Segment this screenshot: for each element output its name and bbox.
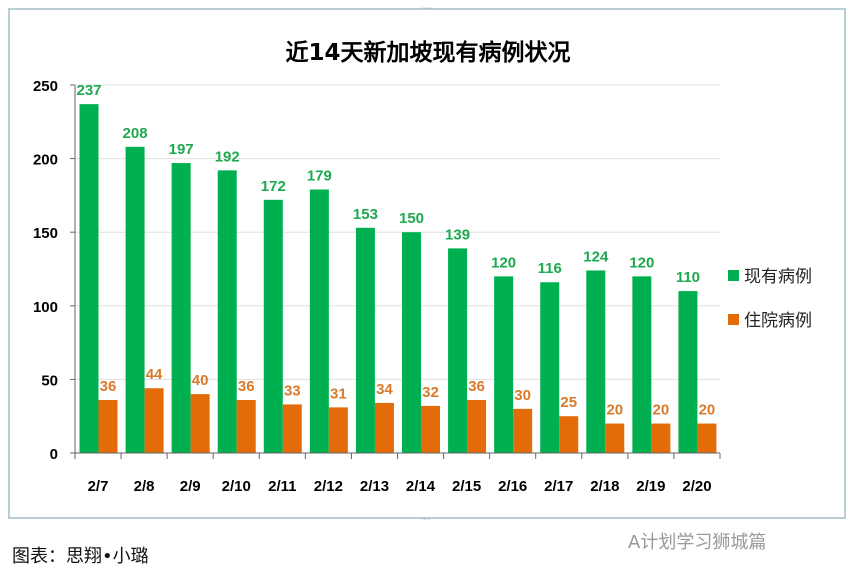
- data-label: 153: [353, 206, 378, 223]
- bar-hospitalized: [282, 404, 302, 453]
- data-label: 208: [123, 125, 148, 142]
- bar-hospitalized: [374, 402, 394, 453]
- y-tick-label: 250: [33, 78, 58, 95]
- data-label: 32: [422, 384, 439, 401]
- data-label: 20: [606, 402, 623, 419]
- bar-active: [540, 282, 560, 453]
- data-label: 120: [629, 254, 654, 271]
- y-tick-label: 50: [41, 372, 58, 389]
- data-label: 179: [307, 168, 332, 185]
- bar-hospitalized: [605, 423, 625, 453]
- data-label: 36: [100, 378, 117, 395]
- bar-active: [402, 232, 421, 453]
- data-label: 44: [146, 366, 163, 383]
- bar-hospitalized: [98, 400, 118, 453]
- bar-active: [263, 199, 283, 453]
- bar-active: [632, 276, 652, 453]
- x-tick-label: 2/17: [544, 478, 573, 495]
- bar-hospitalized: [559, 416, 579, 453]
- x-tick-label: 2/9: [180, 478, 201, 495]
- bar-hospitalized: [697, 423, 717, 453]
- x-tick-label: 2/20: [682, 478, 711, 495]
- bar-active: [309, 189, 329, 453]
- legend-label: 现有病例: [744, 267, 812, 287]
- bar-active: [586, 270, 606, 453]
- caption: 图表：思翔•小璐: [12, 546, 149, 567]
- bar-hospitalized: [513, 408, 533, 453]
- x-tick-label: 2/16: [498, 478, 527, 495]
- bar-active: [79, 104, 99, 454]
- bar-active: [678, 291, 698, 453]
- data-label: 25: [560, 394, 577, 411]
- y-tick-label: 0: [50, 446, 58, 463]
- data-label: 172: [261, 178, 286, 195]
- data-label: 110: [676, 269, 700, 286]
- data-label: 120: [491, 254, 516, 271]
- legend-label: 住院病例: [744, 311, 812, 331]
- data-label: 124: [583, 248, 609, 265]
- bar-active: [355, 227, 375, 453]
- x-tick-label: 2/12: [314, 478, 343, 495]
- data-label: 20: [699, 402, 716, 419]
- data-label: 34: [376, 381, 393, 398]
- data-label: 20: [653, 402, 670, 419]
- data-label: 40: [192, 372, 209, 389]
- y-tick-label: 100: [33, 299, 58, 316]
- data-label: 237: [76, 82, 101, 99]
- data-label: 33: [284, 382, 301, 399]
- bar-active: [217, 170, 237, 453]
- bar-active: [171, 163, 191, 454]
- data-label: 139: [445, 226, 470, 243]
- y-tick-label: 200: [33, 152, 58, 169]
- bar-hospitalized: [421, 405, 440, 453]
- bar-hospitalized: [328, 407, 348, 453]
- data-label: 116: [538, 260, 562, 277]
- bar-active: [125, 146, 145, 453]
- x-tick-label: 2/7: [88, 478, 109, 495]
- bar-hospitalized: [651, 423, 671, 453]
- x-tick-label: 2/11: [268, 478, 296, 495]
- resize-handle-top[interactable]: ····: [421, 4, 432, 13]
- x-tick-label: 2/8: [134, 478, 155, 495]
- chart-frame: [8, 8, 846, 519]
- legend-swatch: [728, 314, 739, 325]
- data-label: 150: [399, 210, 424, 227]
- data-label: 31: [330, 385, 347, 402]
- chart-title: 近14天新加坡现有病例状况: [285, 39, 570, 66]
- y-tick-label: 150: [33, 225, 58, 242]
- x-tick-label: 2/14: [406, 478, 436, 495]
- resize-handle-bottom[interactable]: ····: [421, 515, 432, 524]
- bar-hospitalized: [236, 400, 256, 453]
- data-label: 36: [238, 378, 255, 395]
- bar-active: [494, 276, 514, 453]
- data-label: 36: [468, 378, 485, 395]
- watermark: A计划学习狮城篇: [628, 532, 767, 553]
- x-tick-label: 2/15: [452, 478, 481, 495]
- x-tick-label: 2/10: [222, 478, 251, 495]
- bar-hospitalized: [467, 400, 487, 453]
- x-tick-label: 2/13: [360, 478, 389, 495]
- legend-swatch: [728, 270, 739, 281]
- x-tick-label: 2/19: [636, 478, 665, 495]
- data-label: 30: [514, 387, 531, 404]
- bar-hospitalized: [190, 394, 210, 453]
- bar-hospitalized: [144, 388, 164, 453]
- x-tick-label: 2/18: [590, 478, 619, 495]
- data-label: 192: [215, 148, 240, 165]
- data-label: 197: [169, 141, 194, 158]
- bar-active: [448, 248, 468, 453]
